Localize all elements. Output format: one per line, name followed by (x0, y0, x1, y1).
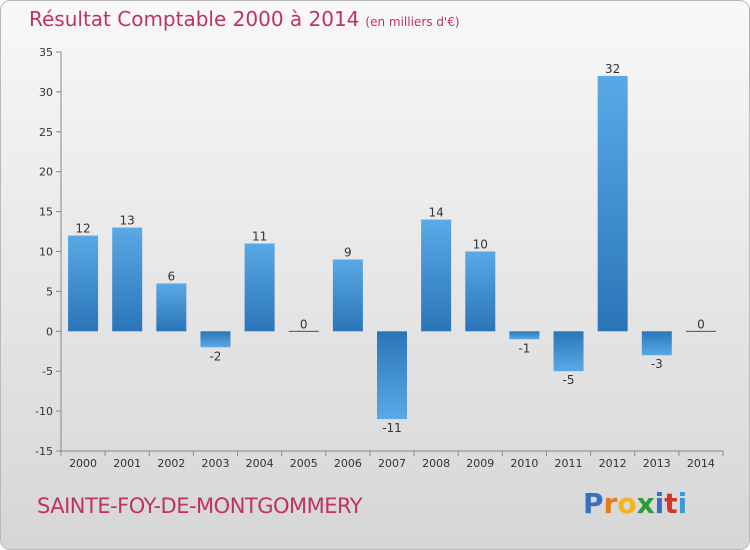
bar-2006 (332, 259, 363, 332)
bar-2010 (509, 331, 540, 340)
data-label-2011: -5 (563, 373, 575, 387)
y-tick-label: 5 (46, 285, 53, 298)
chart-title-text: Résultat Comptable 2000 à 2014 (29, 7, 360, 31)
logo-letter: P (583, 487, 604, 520)
data-label-2002: 6 (168, 269, 176, 283)
logo-letter: r (603, 487, 618, 520)
data-label-2000: 12 (75, 222, 90, 236)
x-tick-label: 2000 (69, 457, 97, 470)
data-label-2014: 0 (697, 317, 705, 331)
bar-2008 (421, 219, 452, 332)
y-tick-label: 15 (39, 206, 53, 219)
logo-letter: x (636, 487, 655, 520)
data-label-2007: -11 (382, 421, 402, 435)
x-tick-label: 2006 (334, 457, 362, 470)
bar-2004 (244, 243, 275, 332)
data-label-2004: 11 (252, 230, 267, 244)
bar-2014 (685, 330, 716, 332)
bar-2013 (641, 331, 672, 356)
logo-letter: o (617, 487, 637, 520)
data-labels: 12 13 6 -2 11 0 9 -11 14 10 -1 -5 32 -3 0 (75, 62, 704, 435)
bar-2001 (112, 227, 143, 332)
data-label-2001: 13 (120, 214, 135, 228)
x-tick-label: 2009 (466, 457, 494, 470)
x-tick-label: 2008 (422, 457, 450, 470)
x-tick-label: 2014 (687, 457, 715, 470)
data-label-2003: -2 (209, 349, 221, 363)
x-tick-label: 2003 (201, 457, 229, 470)
data-label-2012: 32 (605, 62, 620, 76)
y-tick-label: 35 (39, 46, 53, 59)
data-label-2013: -3 (651, 357, 663, 371)
logo-letter: t (664, 487, 678, 520)
bar-2002 (156, 283, 187, 332)
x-tick-label: 2004 (246, 457, 274, 470)
x-tick-label: 2011 (555, 457, 583, 470)
bar-2000 (68, 235, 99, 332)
bars (68, 75, 716, 420)
data-label-2005: 0 (300, 317, 308, 331)
x-tick-label: 2002 (157, 457, 185, 470)
y-tick-label: 10 (39, 246, 53, 259)
x-tick-label: 2007 (378, 457, 406, 470)
y-tick-label: 30 (39, 86, 53, 99)
logo-letter: i (654, 487, 665, 520)
chart-title: Résultat Comptable 2000 à 2014 (en millie… (29, 7, 460, 31)
data-label-2009: 10 (473, 238, 488, 252)
logo-letter: i (677, 487, 688, 520)
bar-2012 (597, 75, 628, 332)
chart-unit: (en milliers d'€) (365, 15, 460, 29)
x-tick-label: 2001 (113, 457, 141, 470)
proxiti-logo: Proxiti (583, 487, 687, 520)
commune-name: SAINTE-FOY-DE-MONTGOMMERY (37, 494, 363, 518)
data-label-2006: 9 (344, 245, 352, 259)
y-tick-label: -5 (42, 365, 53, 378)
y-tick-label: 25 (39, 126, 53, 139)
data-label-2008: 14 (428, 206, 443, 220)
x-tick-label: 2013 (643, 457, 671, 470)
x-tick-label: 2005 (290, 457, 318, 470)
y-tick-label: -15 (35, 445, 53, 458)
y-tick-label: 0 (46, 325, 53, 338)
data-label-2010: -1 (518, 341, 530, 355)
bar-2009 (465, 251, 496, 332)
y-tick-label: 20 (39, 166, 53, 179)
x-tick-label: 2012 (599, 457, 627, 470)
x-tick-label: 2010 (510, 457, 538, 470)
bar-2007 (377, 331, 407, 420)
bar-2005 (288, 330, 319, 332)
bar-2003 (200, 331, 231, 348)
bar-2011 (553, 331, 584, 372)
y-tick-label: -10 (35, 405, 53, 418)
